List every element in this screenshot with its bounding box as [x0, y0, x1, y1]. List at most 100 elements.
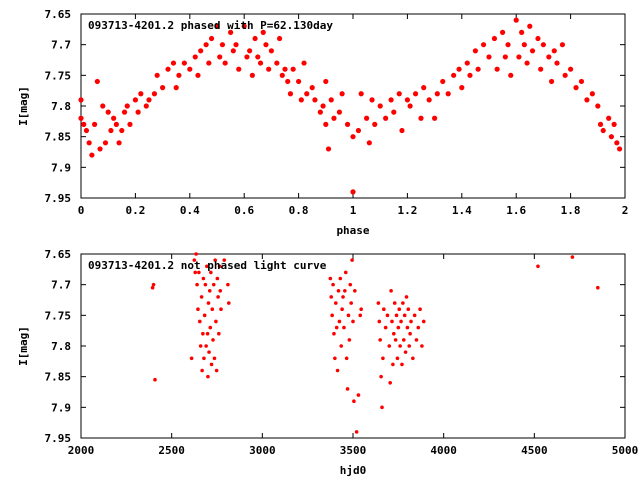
- data-point: [369, 97, 375, 103]
- data-point: [206, 60, 212, 66]
- data-point: [344, 121, 351, 127]
- data-point: [451, 72, 457, 78]
- data-point: [516, 54, 522, 60]
- data-point: [211, 338, 215, 342]
- chart-title: 093713-4201.2 not phased light curve: [88, 259, 327, 272]
- data-point: [279, 72, 285, 78]
- data-point: [219, 42, 226, 48]
- data-point: [336, 289, 341, 293]
- data-point: [201, 276, 206, 281]
- data-point: [376, 301, 381, 305]
- data-point: [387, 344, 392, 348]
- x-axis-label: hjd0: [340, 464, 367, 477]
- x-tick-label: 1.2: [397, 204, 417, 217]
- data-point: [202, 356, 206, 361]
- data-point: [199, 295, 204, 299]
- data-point: [194, 252, 198, 256]
- y-tick-label: 7.65: [45, 8, 72, 21]
- x-tick-label: 1.6: [506, 204, 526, 217]
- data-point: [170, 60, 177, 66]
- data-point: [412, 91, 419, 97]
- data-point: [328, 97, 334, 103]
- data-point: [214, 368, 219, 373]
- y-axis-ticks: 7.65 7.7 7.75 7.8 7.85 7.9 7.95: [45, 248, 625, 445]
- data-point: [296, 78, 302, 85]
- data-point: [312, 97, 318, 103]
- data-point: [393, 338, 398, 342]
- data-point: [411, 356, 415, 361]
- y-tick-label: 7.8: [51, 340, 71, 353]
- data-point: [219, 307, 223, 312]
- data-point: [403, 350, 408, 354]
- data-point: [301, 60, 307, 66]
- data-point: [203, 282, 208, 287]
- data-point: [519, 29, 525, 35]
- data-point: [407, 344, 412, 348]
- data-point: [500, 29, 506, 35]
- data-point: [116, 140, 122, 146]
- data-point: [616, 146, 623, 152]
- data-point: [346, 313, 351, 318]
- data-point: [420, 344, 424, 348]
- data-point: [388, 97, 394, 103]
- data-point: [398, 344, 402, 348]
- data-point: [189, 356, 194, 361]
- data-point: [143, 103, 149, 109]
- data-point: [197, 270, 201, 275]
- data-point: [372, 121, 378, 127]
- data-point: [81, 121, 87, 127]
- data-point: [440, 78, 446, 85]
- data-point: [535, 35, 541, 42]
- y-tick-label: 7.85: [45, 131, 72, 144]
- data-point: [252, 35, 258, 42]
- y-tick-label: 7.7: [51, 39, 71, 52]
- data-point: [228, 29, 234, 35]
- x-tick-label: 0.6: [234, 204, 254, 217]
- x-tick-label: 0.8: [289, 204, 309, 217]
- data-point: [356, 393, 361, 397]
- data-point: [348, 282, 353, 287]
- data-point: [434, 91, 440, 97]
- data-point: [339, 344, 344, 348]
- x-tick-label: 0.4: [180, 204, 200, 217]
- x-axis-ticks: 2000 2500 3000 3500 4000 4500 5000: [68, 254, 638, 457]
- data-point: [206, 301, 211, 305]
- x-tick-label: 1.8: [561, 204, 581, 217]
- data-point: [86, 140, 92, 146]
- data-point: [344, 356, 349, 361]
- data-point: [538, 66, 544, 72]
- data-point: [578, 78, 585, 85]
- data-point: [236, 66, 242, 72]
- data-point: [121, 109, 128, 115]
- data-point: [78, 115, 84, 121]
- data-point: [614, 140, 620, 146]
- data-point: [426, 97, 432, 103]
- data-point: [505, 42, 511, 48]
- data-point: [480, 42, 487, 48]
- data-point: [211, 282, 216, 287]
- x-tick-label: 2: [622, 204, 629, 217]
- data-point: [421, 85, 427, 91]
- data-point: [214, 23, 220, 29]
- x-tick-label: 3500: [340, 444, 367, 457]
- y-axis-label: I[mag]: [17, 326, 30, 366]
- data-point: [350, 258, 354, 262]
- data-point: [494, 66, 500, 72]
- x-tick-label: 1.4: [452, 204, 472, 217]
- y-tick-label: 7.95: [45, 432, 72, 445]
- data-point: [554, 60, 560, 66]
- data-point: [222, 60, 228, 66]
- data-point: [212, 356, 217, 361]
- data-point: [201, 331, 205, 336]
- data-point: [274, 60, 280, 66]
- data-point: [215, 276, 220, 281]
- data-point: [358, 313, 363, 318]
- data-point: [382, 307, 386, 312]
- data-point: [395, 356, 400, 361]
- y-tick-label: 7.9: [51, 401, 71, 414]
- y-tick-label: 7.9: [51, 161, 71, 174]
- y-tick-label: 7.7: [51, 279, 71, 292]
- data-point: [350, 134, 356, 140]
- data-point: [343, 270, 348, 275]
- data-point: [364, 115, 370, 121]
